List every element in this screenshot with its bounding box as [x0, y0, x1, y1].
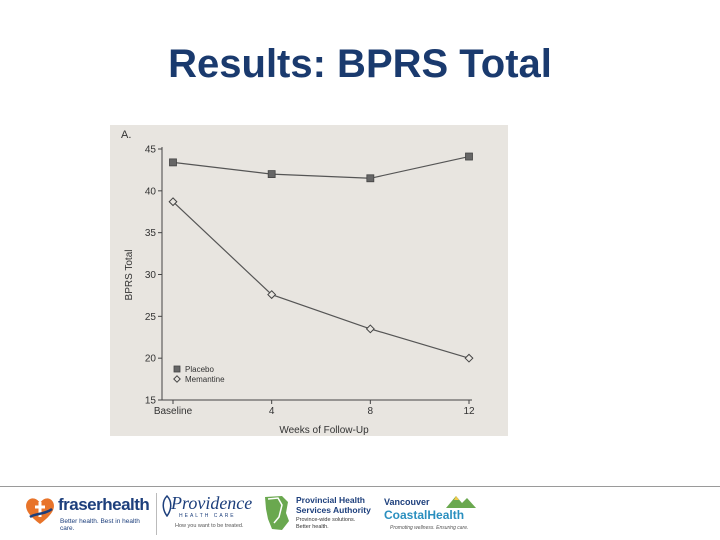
series-marks — [168, 152, 474, 363]
fraser-health-logo: fraserhealth Better health. Best in heal… — [22, 493, 152, 535]
vch-name-line2: CoastalHealth — [384, 508, 465, 522]
vch-name-line1: Vancouver — [384, 497, 430, 507]
axes: 15 20 25 30 35 40 45 Baseline 4 8 12 — [145, 145, 475, 418]
slide-title: Results: BPRS Total — [168, 42, 552, 86]
chart-svg: A. BPRS Total Weeks of Follow-Up Placebo… — [121, 129, 475, 436]
x-tick-label: 8 — [368, 406, 374, 417]
vch-tagline: Promoting wellness. Ensuring care. — [390, 525, 469, 531]
y-tick-label: 35 — [145, 228, 157, 239]
y-tick-label: 30 — [145, 270, 157, 281]
phsa-tagline: Province-wide solutions. Better health. — [296, 517, 355, 530]
legend-marker-memantine — [173, 375, 181, 383]
x-tick-label: 4 — [269, 406, 275, 417]
x-axis-label: Weeks of Follow-Up — [279, 425, 369, 436]
phsa-name-line1: Provincial Health — [296, 495, 365, 505]
bc-map-icon — [265, 496, 289, 530]
series-line-placebo — [172, 155, 470, 179]
fraser-health-heart-icon — [26, 498, 54, 524]
point-memantine — [168, 197, 178, 207]
providence-emblem-icon — [162, 495, 172, 517]
providence-name: Providence — [171, 493, 253, 513]
bprs-chart: A. BPRS Total Weeks of Follow-Up Placebo… — [110, 125, 508, 436]
series-line-memantine — [172, 201, 470, 359]
phsa-name-line2: Services Authority — [296, 505, 371, 515]
y-tick-label: 25 — [145, 312, 157, 323]
point-placebo — [169, 158, 177, 167]
y-tick-label: 15 — [145, 396, 157, 407]
panel-label: A. — [121, 129, 131, 141]
providence-subtitle: HEALTH CARE — [179, 513, 236, 519]
fraser-health-name: fraserhealth — [58, 495, 150, 514]
x-tick-label: 12 — [463, 406, 475, 417]
mountain-icon — [446, 496, 476, 508]
footer-divider — [0, 486, 720, 487]
legend-label-placebo: Placebo — [185, 365, 214, 374]
point-memantine — [464, 353, 474, 363]
y-tick-label: 45 — [145, 145, 157, 156]
x-tick-label: Baseline — [154, 406, 193, 417]
y-tick-label: 40 — [145, 186, 157, 197]
point-memantine — [365, 324, 375, 334]
point-placebo — [267, 170, 276, 178]
legend-label-memantine: Memantine — [185, 375, 225, 384]
providence-logo: Providence HEALTH CARE How you want to b… — [156, 493, 263, 535]
y-tick-label: 20 — [145, 354, 157, 365]
y-axis-label: BPRS Total — [124, 250, 135, 301]
point-placebo — [366, 174, 375, 183]
phsa-name: Provincial Health Services Authority — [296, 495, 371, 515]
providence-tagline: How you want to be treated. — [175, 523, 244, 529]
phsa-logo: Provincial Health Services Authority Pro… — [262, 493, 376, 535]
phsa-tag-line2: Better health. — [296, 523, 329, 530]
phsa-tag-line1: Province-wide solutions. — [296, 517, 356, 523]
point-placebo — [465, 152, 473, 161]
fraser-health-tagline: Better health. Best in health care. — [60, 518, 140, 532]
point-memantine — [267, 290, 277, 300]
vancouver-coastal-health-logo: Vancouver CoastalHealth Promoting wellne… — [382, 493, 482, 535]
legend-marker-placebo — [173, 365, 181, 373]
